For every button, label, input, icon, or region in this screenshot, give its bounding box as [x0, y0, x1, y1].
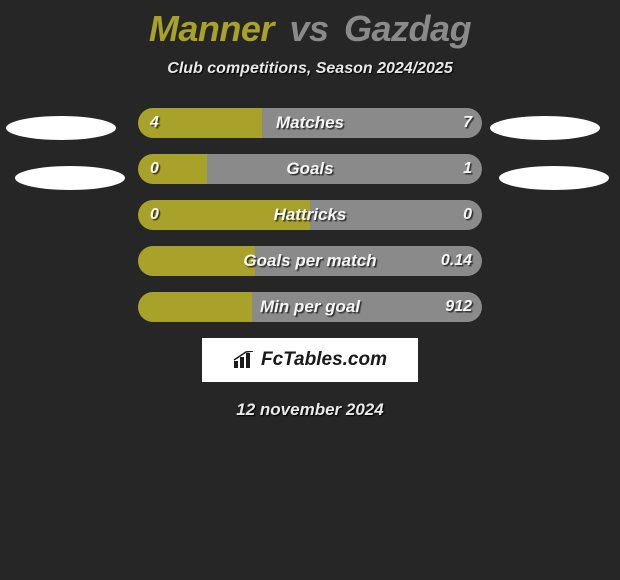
- stat-value-right: 912: [445, 292, 472, 322]
- stat-value-left: 0: [150, 154, 159, 184]
- stat-label: Hattricks: [138, 200, 482, 230]
- comparison-title: Manner vs Gazdag: [0, 0, 620, 50]
- player2-club-logo-icon: [490, 116, 600, 140]
- player1-nation-logo-icon: [15, 166, 125, 190]
- stat-label: Goals per match: [138, 246, 482, 276]
- stats-stage: Matches47Goals01Hattricks00Goals per mat…: [0, 108, 620, 420]
- stat-value-right: 0: [463, 200, 472, 230]
- player2-nation-logo-icon: [499, 166, 609, 190]
- stat-value-right: 0.14: [441, 246, 472, 276]
- stat-bars: Matches47Goals01Hattricks00Goals per mat…: [138, 108, 482, 322]
- stat-label: Matches: [138, 108, 482, 138]
- stat-row: Min per goal912: [138, 292, 482, 322]
- brand: FcTables.com: [233, 349, 387, 371]
- stat-label: Goals: [138, 154, 482, 184]
- brand-box: FcTables.com: [202, 338, 418, 382]
- snapshot-date: 12 november 2024: [0, 400, 620, 420]
- player1-club-logo-icon: [6, 116, 116, 140]
- vs-text: vs: [289, 8, 328, 49]
- stat-row: Goals per match0.14: [138, 246, 482, 276]
- stat-row: Goals0 1: [138, 154, 482, 184]
- stat-value-left: 0: [150, 200, 159, 230]
- brand-text: FcTables.com: [261, 349, 387, 371]
- stat-value-right: 1: [463, 154, 472, 184]
- player1-name: Manner: [149, 8, 274, 49]
- brand-chart-icon: [233, 351, 255, 369]
- stat-value-left: 4: [150, 108, 159, 138]
- subtitle: Club competitions, Season 2024/2025: [0, 60, 620, 78]
- stat-row: Matches4 7: [138, 108, 482, 138]
- stat-value-right: 7: [463, 108, 472, 138]
- stat-label: Min per goal: [138, 292, 482, 322]
- player2-name: Gazdag: [344, 8, 471, 49]
- stat-row: Hattricks0 0: [138, 200, 482, 230]
